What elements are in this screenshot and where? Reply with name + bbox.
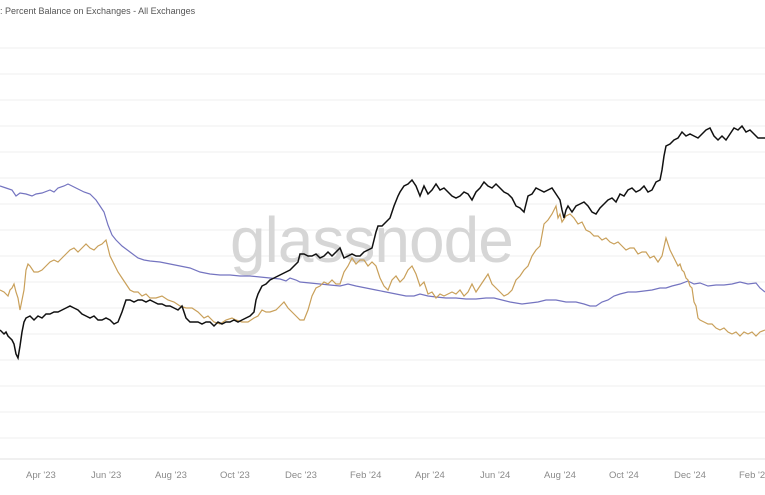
series-gold-line (0, 204, 765, 337)
x-tick-label: Oct '23 (220, 470, 250, 481)
series-purple-line (0, 183, 765, 307)
watermark: glassnode (230, 204, 513, 276)
x-tick-label: Apr '23 (26, 470, 56, 481)
x-tick-label: Oct '24 (609, 470, 639, 481)
x-tick-label: Feb '25 (739, 470, 765, 481)
x-tick-label: Jun '24 (480, 470, 510, 481)
gridlines (0, 47, 765, 439)
x-tick-label: Aug '24 (544, 470, 576, 481)
x-tick-label: Dec '23 (285, 470, 317, 481)
x-axis-labels: Apr '23 Jun '23 Aug '23 Oct '23 Dec '23 … (26, 470, 765, 481)
x-tick-label: Aug '23 (155, 470, 187, 481)
x-tick-label: Jun '23 (91, 470, 121, 481)
x-tick-label: Dec '24 (674, 470, 706, 481)
chart-title: : Percent Balance on Exchanges - All Exc… (0, 6, 196, 16)
series-black-line (0, 124, 765, 361)
x-tick-label: Apr '24 (415, 470, 445, 481)
x-tick-label: Feb '24 (350, 470, 381, 481)
